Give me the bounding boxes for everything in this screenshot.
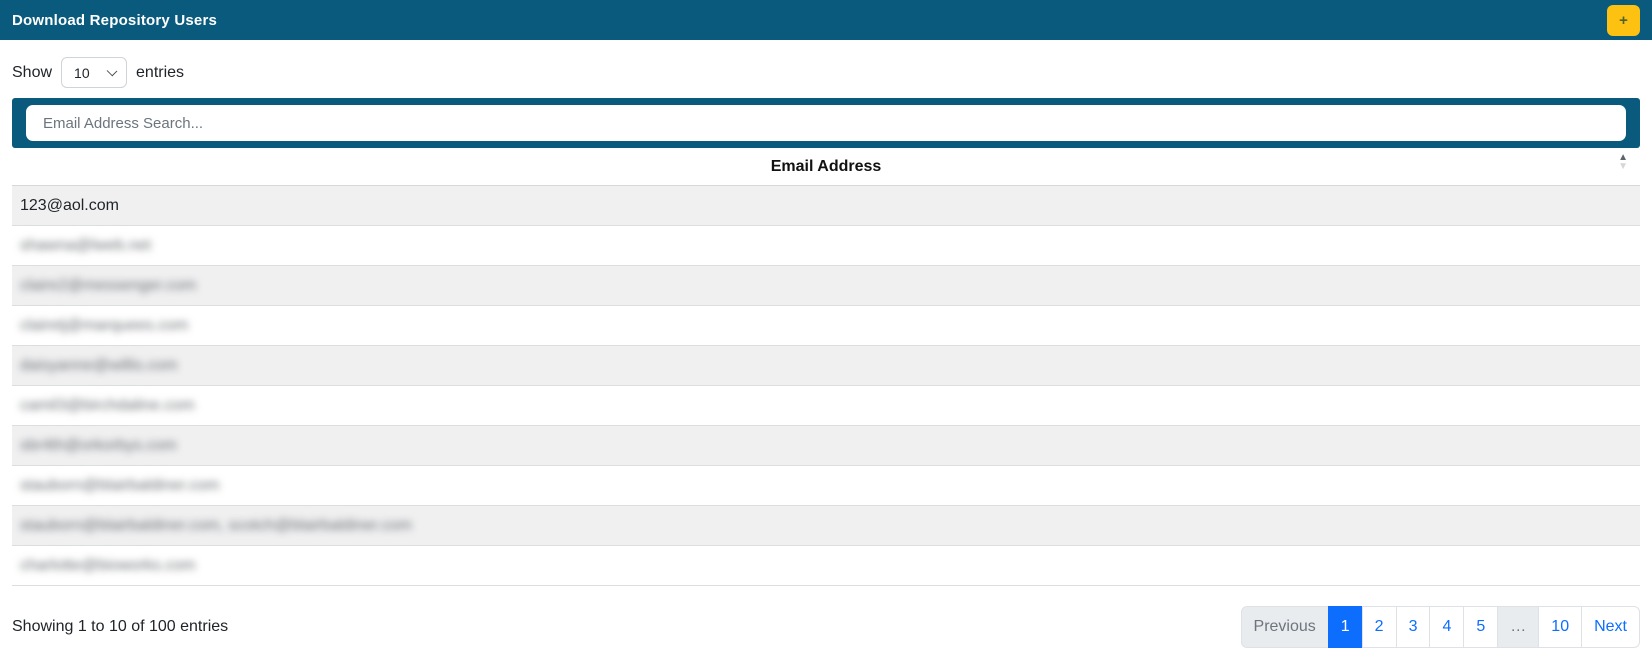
sort-indicator: ▲ ▼ xyxy=(1618,151,1628,176)
pagination-page-label: 2 xyxy=(1361,606,1397,648)
pagination-next-label: Next xyxy=(1581,606,1640,648)
email-cell: sbr4th@orkorbys.com xyxy=(20,436,177,454)
pagination-page-2[interactable]: 2 xyxy=(1361,606,1397,648)
email-cell: charlotte@bioworks.com xyxy=(20,556,196,574)
email-cell: 123@aol.com xyxy=(20,196,119,214)
email-search-input[interactable] xyxy=(26,105,1626,141)
pagination-page-label: 3 xyxy=(1395,606,1431,648)
pagination-page-label: 4 xyxy=(1429,606,1465,648)
email-cell: shawna@lweb.net xyxy=(20,236,151,254)
entries-label: entries xyxy=(136,63,185,81)
email-cell: clairetj@marquees.com xyxy=(20,316,189,334)
page-length-select-wrap: 10 xyxy=(61,57,128,88)
pagination-page-label: 10 xyxy=(1538,606,1583,648)
page-length-control: Show 10 entries xyxy=(12,57,1640,88)
pagination-ellipsis: … xyxy=(1497,606,1540,648)
page-title: Download Repository Users xyxy=(12,11,218,29)
table-row[interactable]: shawna@lweb.net xyxy=(12,226,1640,266)
email-cell: stauborn@blairbaldiner.com xyxy=(20,476,220,494)
title-bar: Download Repository Users + xyxy=(0,0,1652,40)
pagination-previous-label: Previous xyxy=(1240,606,1329,648)
table-footer: Showing 1 to 10 of 100 entries Previous … xyxy=(12,606,1640,648)
sort-descending-icon: ▼ xyxy=(1618,160,1628,172)
table-row[interactable]: claire2@messenger.com xyxy=(12,266,1640,306)
pagination-page-3[interactable]: 3 xyxy=(1395,606,1431,648)
page-length-select[interactable]: 10 xyxy=(61,57,128,88)
pagination-page-4[interactable]: 4 xyxy=(1429,606,1465,648)
pagination-page-1[interactable]: 1 xyxy=(1327,606,1363,648)
table-row[interactable]: stauborn@blairbaldiner.com, scotch@blair… xyxy=(12,506,1640,546)
table-row[interactable]: clairetj@marquees.com xyxy=(12,306,1640,346)
table-row[interactable]: daisyanne@willis.com xyxy=(12,346,1640,386)
sort-ascending-icon: ▲ xyxy=(1618,151,1628,163)
pagination-page-label: 5 xyxy=(1463,606,1499,648)
email-cell: claire2@messenger.com xyxy=(20,276,197,294)
search-bar-container xyxy=(12,98,1640,148)
entries-info: Showing 1 to 10 of 100 entries xyxy=(12,618,229,635)
pagination-page-10[interactable]: 10 xyxy=(1538,606,1583,648)
plus-icon: + xyxy=(1619,11,1628,29)
pagination-page-label: 1 xyxy=(1327,606,1363,648)
table-row[interactable]: charlotte@bioworks.com xyxy=(12,546,1640,586)
table-row[interactable]: sbr4th@orkorbys.com xyxy=(12,426,1640,466)
table-row[interactable]: camil3@birchdaline.com xyxy=(12,386,1640,426)
pagination: Previous 1 2 3 4 5 … 10 Next xyxy=(1240,606,1640,648)
add-user-button[interactable]: + xyxy=(1607,4,1640,36)
email-cell: stauborn@blairbaldiner.com, scotch@blair… xyxy=(20,516,412,534)
email-cell: daisyanne@willis.com xyxy=(20,356,178,374)
pagination-next[interactable]: Next xyxy=(1581,606,1640,648)
pagination-previous[interactable]: Previous xyxy=(1240,606,1329,648)
email-cell: camil3@birchdaline.com xyxy=(20,396,195,414)
pagination-page-5[interactable]: 5 xyxy=(1463,606,1499,648)
table-row[interactable]: stauborn@blairbaldiner.com xyxy=(12,466,1640,506)
email-address-column-header[interactable]: Email Address ▲ ▼ xyxy=(12,148,1640,186)
column-header-label: Email Address xyxy=(770,157,882,175)
pagination-ellipsis-label: … xyxy=(1497,606,1540,648)
show-label: Show xyxy=(12,63,53,81)
users-table: Email Address ▲ ▼ 123@aol.com shawna@lwe… xyxy=(12,148,1640,586)
table-row[interactable]: 123@aol.com xyxy=(12,186,1640,226)
